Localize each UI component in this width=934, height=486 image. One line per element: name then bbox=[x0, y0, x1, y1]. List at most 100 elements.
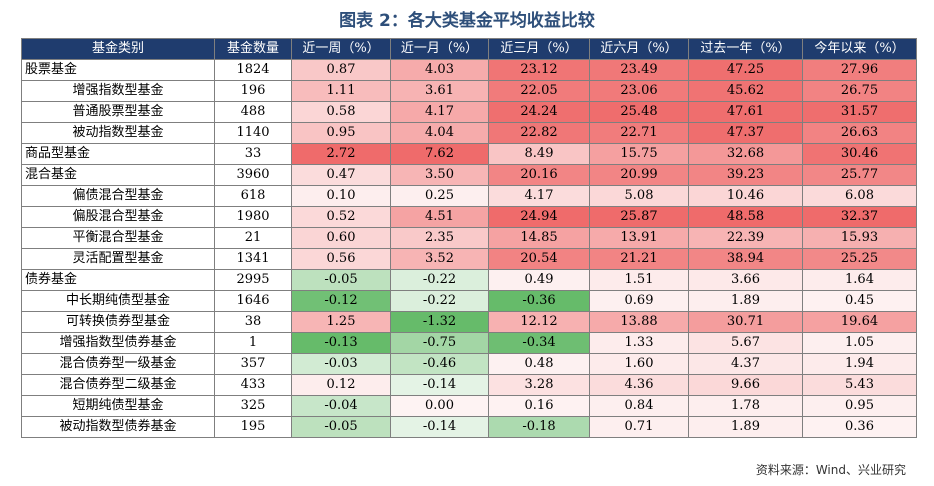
return-cell: -0.04 bbox=[291, 395, 391, 417]
return-cell: -0.22 bbox=[390, 290, 489, 312]
table-row: 债券基金 2995 -0.05 -0.22 0.49 1.51 3.66 1.64 bbox=[21, 269, 917, 291]
return-cell: 13.91 bbox=[589, 227, 689, 249]
return-cell: 25.77 bbox=[802, 164, 917, 186]
table-row: 混合债券型二级基金 433 0.12 -0.14 3.28 4.36 9.66 5.43 bbox=[21, 374, 917, 396]
return-cell: 47.61 bbox=[688, 101, 803, 123]
header-1-year: 过去一年（%） bbox=[688, 38, 803, 60]
fund-category-cell: 增强指数型债券基金 bbox=[21, 332, 215, 354]
table-row: 增强指数型债券基金 1 -0.13 -0.75 -0.34 1.33 5.67 1.05 bbox=[21, 332, 917, 354]
return-cell: 1.78 bbox=[688, 395, 803, 417]
return-cell: 0.12 bbox=[291, 374, 391, 396]
fund-count-cell: 488 bbox=[214, 101, 292, 123]
return-cell: 0.16 bbox=[488, 395, 590, 417]
fund-count-cell: 1341 bbox=[214, 248, 292, 270]
return-cell: 32.68 bbox=[688, 143, 803, 165]
return-cell: 1.89 bbox=[688, 416, 803, 438]
return-cell: 26.63 bbox=[802, 122, 917, 144]
fund-category-cell: 股票基金 bbox=[21, 59, 215, 81]
table-row: 股票基金 1824 0.87 4.03 23.12 23.49 47.25 27.96 bbox=[21, 59, 917, 81]
fund-count-cell: 38 bbox=[214, 311, 292, 333]
fund-count-cell: 1980 bbox=[214, 206, 292, 228]
table-row: 被动指数型基金 1140 0.95 4.04 22.82 22.71 47.37 26.63 bbox=[21, 122, 917, 144]
fund-category-cell: 增强指数型基金 bbox=[21, 80, 215, 102]
return-cell: -0.34 bbox=[488, 332, 590, 354]
return-cell: 27.96 bbox=[802, 59, 917, 81]
return-cell: 4.51 bbox=[390, 206, 489, 228]
table-row: 混合债券型一级基金 357 -0.03 -0.46 0.48 1.60 4.37 1.94 bbox=[21, 353, 917, 375]
return-cell: 0.49 bbox=[488, 269, 590, 291]
header-fund-count: 基金数量 bbox=[214, 38, 292, 60]
header-3-month: 近三月（%） bbox=[488, 38, 590, 60]
fund-count-cell: 1824 bbox=[214, 59, 292, 81]
return-cell: 0.69 bbox=[589, 290, 689, 312]
return-cell: 0.52 bbox=[291, 206, 391, 228]
return-cell: 20.99 bbox=[589, 164, 689, 186]
return-cell: 3.66 bbox=[688, 269, 803, 291]
fund-count-cell: 21 bbox=[214, 227, 292, 249]
return-cell: 3.28 bbox=[488, 374, 590, 396]
fund-count-cell: 3960 bbox=[214, 164, 292, 186]
fund-count-cell: 33 bbox=[214, 143, 292, 165]
return-cell: 1.60 bbox=[589, 353, 689, 375]
return-cell: 13.88 bbox=[589, 311, 689, 333]
return-cell: 6.08 bbox=[802, 185, 917, 207]
fund-category-cell: 短期纯债型基金 bbox=[21, 395, 215, 417]
fund-category-cell: 混合债券型二级基金 bbox=[21, 374, 215, 396]
return-cell: 39.23 bbox=[688, 164, 803, 186]
fund-category-cell: 被动指数型基金 bbox=[21, 122, 215, 144]
fund-count-cell: 618 bbox=[214, 185, 292, 207]
fund-category-cell: 可转换债券型基金 bbox=[21, 311, 215, 333]
header-1-week: 近一周（%） bbox=[291, 38, 391, 60]
header-ytd: 今年以来（%） bbox=[802, 38, 917, 60]
return-cell: 31.57 bbox=[802, 101, 917, 123]
return-cell: 3.52 bbox=[390, 248, 489, 270]
return-cell: 0.47 bbox=[291, 164, 391, 186]
return-cell: 4.03 bbox=[390, 59, 489, 81]
fund-category-cell: 中长期纯债型基金 bbox=[21, 290, 215, 312]
fund-count-cell: 1646 bbox=[214, 290, 292, 312]
return-cell: 24.94 bbox=[488, 206, 590, 228]
return-cell: 23.49 bbox=[589, 59, 689, 81]
return-cell: 23.06 bbox=[589, 80, 689, 102]
return-cell: -0.13 bbox=[291, 332, 391, 354]
return-cell: -0.75 bbox=[390, 332, 489, 354]
return-cell: -0.05 bbox=[291, 269, 391, 291]
fund-category-cell: 灵活配置型基金 bbox=[21, 248, 215, 270]
return-cell: 0.45 bbox=[802, 290, 917, 312]
table-row: 可转换债券型基金 38 1.25 -1.32 12.12 13.88 30.71 19.64 bbox=[21, 311, 917, 333]
return-cell: 0.48 bbox=[488, 353, 590, 375]
return-cell: 0.56 bbox=[291, 248, 391, 270]
return-cell: 21.21 bbox=[589, 248, 689, 270]
fund-category-cell: 普通股票型基金 bbox=[21, 101, 215, 123]
table-row: 混合基金 3960 0.47 3.50 20.16 20.99 39.23 25.77 bbox=[21, 164, 917, 186]
return-cell: 0.00 bbox=[390, 395, 489, 417]
table-header-row: 基金类别 基金数量 近一周（%） 近一月（%） 近三月（%） 近六月（%） 过去… bbox=[21, 38, 917, 60]
return-cell: 0.95 bbox=[802, 395, 917, 417]
return-cell: 15.93 bbox=[802, 227, 917, 249]
return-cell: -1.32 bbox=[390, 311, 489, 333]
return-cell: -0.14 bbox=[390, 416, 489, 438]
return-cell: 22.39 bbox=[688, 227, 803, 249]
fund-category-cell: 偏债混合型基金 bbox=[21, 185, 215, 207]
fund-count-cell: 1 bbox=[214, 332, 292, 354]
return-cell: 1.11 bbox=[291, 80, 391, 102]
return-cell: 20.16 bbox=[488, 164, 590, 186]
return-cell: 2.72 bbox=[291, 143, 391, 165]
return-cell: 26.75 bbox=[802, 80, 917, 102]
fund-count-cell: 196 bbox=[214, 80, 292, 102]
return-cell: -0.12 bbox=[291, 290, 391, 312]
return-cell: 30.71 bbox=[688, 311, 803, 333]
return-cell: 5.08 bbox=[589, 185, 689, 207]
table-row: 偏股混合型基金 1980 0.52 4.51 24.94 25.87 48.58 32.37 bbox=[21, 206, 917, 228]
return-cell: 0.95 bbox=[291, 122, 391, 144]
return-cell: 1.05 bbox=[802, 332, 917, 354]
return-cell: 1.51 bbox=[589, 269, 689, 291]
return-cell: -0.05 bbox=[291, 416, 391, 438]
return-cell: 4.17 bbox=[488, 185, 590, 207]
fund-count-cell: 357 bbox=[214, 353, 292, 375]
return-cell: -0.14 bbox=[390, 374, 489, 396]
fund-count-cell: 1140 bbox=[214, 122, 292, 144]
return-cell: 48.58 bbox=[688, 206, 803, 228]
return-cell: 38.94 bbox=[688, 248, 803, 270]
return-cell: -0.03 bbox=[291, 353, 391, 375]
